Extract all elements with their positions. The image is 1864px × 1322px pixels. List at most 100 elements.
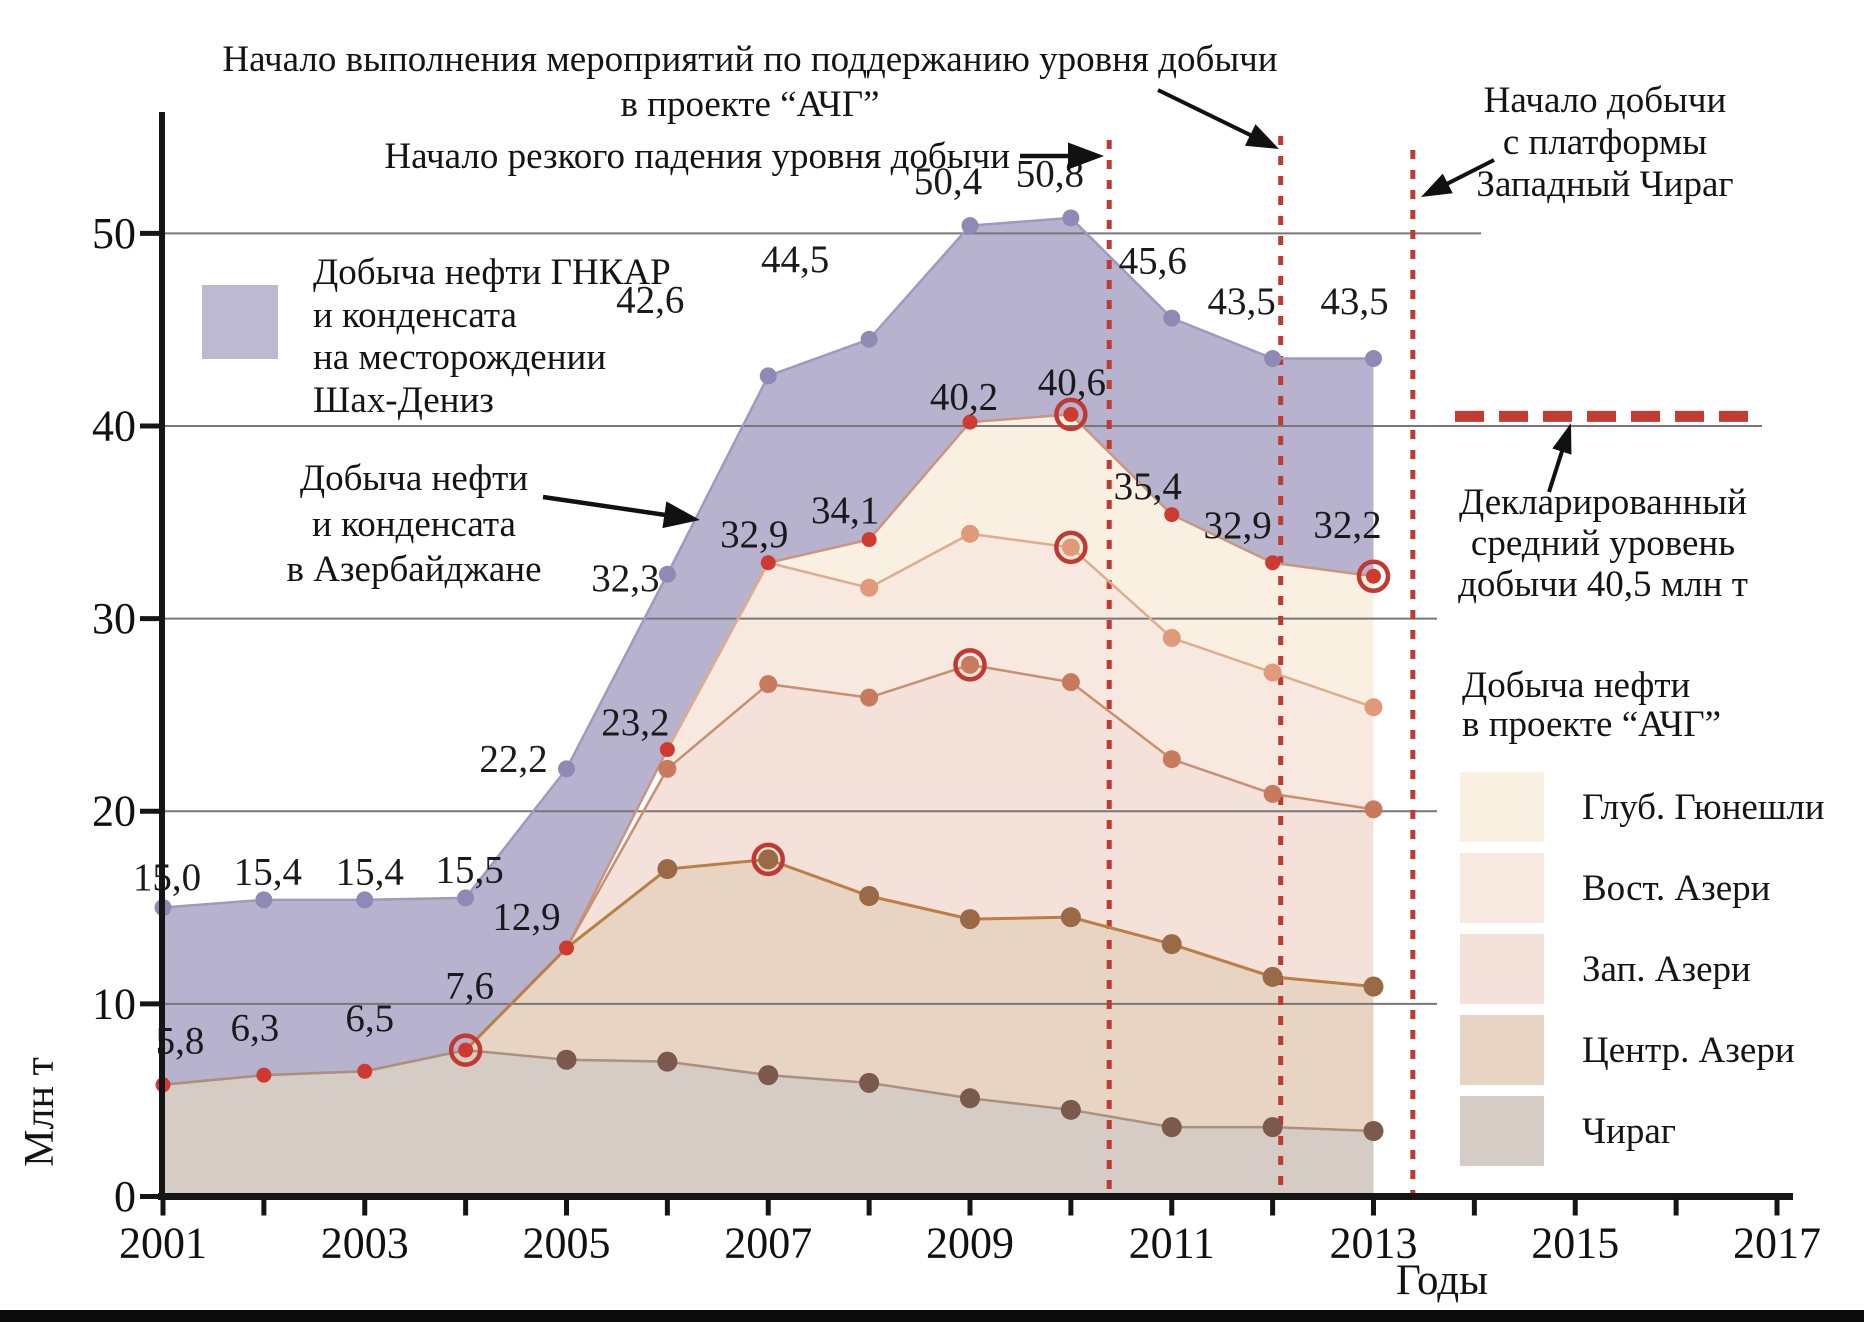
y-axis-title: Млн т [17,1057,63,1167]
x-tick-label: 2011 [1129,1219,1215,1268]
dot-az_total-2006 [658,565,676,583]
dot-vost_top-2011 [1162,628,1181,647]
dot-chirag-2011 [1161,1117,1182,1138]
arrow-maintain-head [1244,124,1279,149]
dot-zap_top-2012 [1263,784,1282,803]
dot-zap_top-2006 [658,759,677,778]
dot-acg_total-2011 [1164,507,1180,523]
dot-az_total-2002 [255,891,273,909]
data-label-acg_total-2004: 7,6 [445,965,494,1008]
dot-vost_top-2008 [860,578,879,597]
dot-chirag-2012 [1262,1117,1283,1138]
dot-chirag-2005 [556,1049,577,1070]
arrow-decline-head [1068,142,1104,170]
dot-az_total-2013 [1365,350,1382,368]
data-label-az_total-2003: 15,4 [336,850,404,893]
legend-acg-title: Добыча нефти в проекте “АЧГ” [1462,666,1802,744]
annotation-maintain: Начало выполнения мероприятий по поддерж… [220,37,1280,127]
data-label-az_total-2009: 50,4 [914,160,982,203]
legend-shah-deniz-line2: и конденсата [313,294,517,336]
dot-az_total-2004 [457,889,475,907]
dot-acg_total-2009 [962,414,978,430]
milestone-rings [448,397,1391,1067]
dot-acg_total-2005 [559,940,574,956]
dot-vost_top-2013 [1364,698,1383,717]
axes: 2001 2003 2005 2007 2009 2011 2013 2015 2017 0 10 2… [92,112,1821,1268]
x-tick-label: 2015 [1531,1219,1619,1268]
annotation-declared-line2: средний уровень [1470,523,1736,564]
milestone-ring-acg_total-2004 [448,1033,483,1067]
band-zap_top [566,664,1374,987]
band-chirag [163,1050,1374,1196]
y-tick-label: 10 [92,979,136,1028]
dot-centr_top-2011 [1161,934,1182,955]
dot-az_total-2011 [1163,309,1181,327]
data-label-acg_total-2013: 32,2 [1313,504,1381,547]
x-tick-label: 2003 [321,1219,409,1268]
event-lines [1106,136,1416,1197]
legend-item-label: Вост. Азери [1582,867,1771,909]
dot-centr_top-2006 [657,859,678,880]
legend-shah-deniz: Добыча нефти ГНКАР и конденсата на место… [313,252,713,422]
arrow-declared-shaft [1547,448,1565,493]
dot-acg_total-2004 [458,1042,474,1058]
annotation-arrows [542,88,1572,529]
data-label-az_total-2012: 43,5 [1208,280,1276,323]
dot-chirag-2008 [859,1072,880,1093]
area-bands [163,217,1374,1196]
dot-az_total-2003 [356,891,374,909]
data-label-acg_total-2003: 6,5 [345,997,394,1040]
dot-chirag-2013 [1363,1121,1384,1142]
legend-shah-deniz-line3: на месторождении [313,337,607,378]
legend-item-label: Центр. Азери [1582,1029,1795,1071]
dot-acg_total-2007 [760,555,776,571]
legend-swatch-shah-deniz [202,285,278,359]
dot-vost_top-2009 [961,524,979,543]
legend-acg-title-line1: Добыча нефти [1462,665,1691,706]
dot-centr_top-2013 [1363,976,1384,997]
gridlines [162,232,1762,1005]
annotation-maintain-line2: в проекте “АЧГ” [620,84,880,125]
data-label-acg_total-2012: 32,9 [1204,504,1272,547]
data-labels: 15,0 15,4 15,4 15,522,232,342,644,550,4 50,8… [133,152,1389,1062]
x-tick-label: 2007 [724,1219,812,1268]
annotation-west-chirag-line1: Начало добычи [1483,80,1727,121]
milestone-ring-vost_top-2010 [1054,530,1088,565]
annotation-azerbaijan: Добыча нефти и конденсата в Азербайджане [268,456,560,593]
legend-swatch [1460,934,1544,1004]
data-label-acg_total-2011: 35,4 [1114,465,1182,508]
dot-centr_top-2010 [1060,907,1081,928]
band-az_total [163,217,1374,1085]
band-acg_total [667,414,1374,750]
dot-acg_total-2006 [659,742,675,758]
annotation-declared-line3: добычи 40,5 млн т [1458,564,1748,605]
dot-centr_top-2009 [960,909,980,930]
dot-zap_top-2010 [1061,673,1080,692]
data-label-az_total-2005: 22,2 [479,737,547,780]
legend-shah-deniz-line4: Шах-Дениз [313,379,494,421]
dot-chirag-2009 [960,1088,980,1109]
legend-swatch [1460,1096,1544,1166]
y-tick-label: 50 [92,209,136,258]
annotation-decline-text: Начало резкого падения уровня добычи [384,136,1010,177]
dot-acg_total-2003 [357,1063,373,1079]
series-line-vost_top [666,532,1374,751]
data-label-az_total-2011: 45,6 [1119,240,1187,283]
dot-centr_top-2007 [758,849,779,870]
arrow-azerbaijan-head [662,501,700,529]
dot-chirag-2010 [1060,1099,1081,1120]
x-tick-label: 2001 [119,1219,207,1268]
legend-acg-items: Глуб. Гюнешли Вост. Азери Зап. Азери Центр.… [1460,772,1825,1166]
legend-acg-title-line2: в проекте “АЧГ” [1462,704,1722,745]
arrow-west-chirag-head [1421,173,1453,197]
dot-az_total-2012 [1264,350,1282,368]
dot-centr_top-2008 [859,885,880,906]
annotation-azerbaijan-line2: и конденсата [312,503,516,545]
y-tick-label: 20 [92,787,136,836]
y-tick-label: 0 [114,1172,136,1221]
y-tick-label: 40 [92,401,136,450]
legend-swatch [1460,772,1544,842]
arrow-maintain-shaft [1157,88,1254,139]
dot-vost_top-2012 [1263,663,1282,682]
